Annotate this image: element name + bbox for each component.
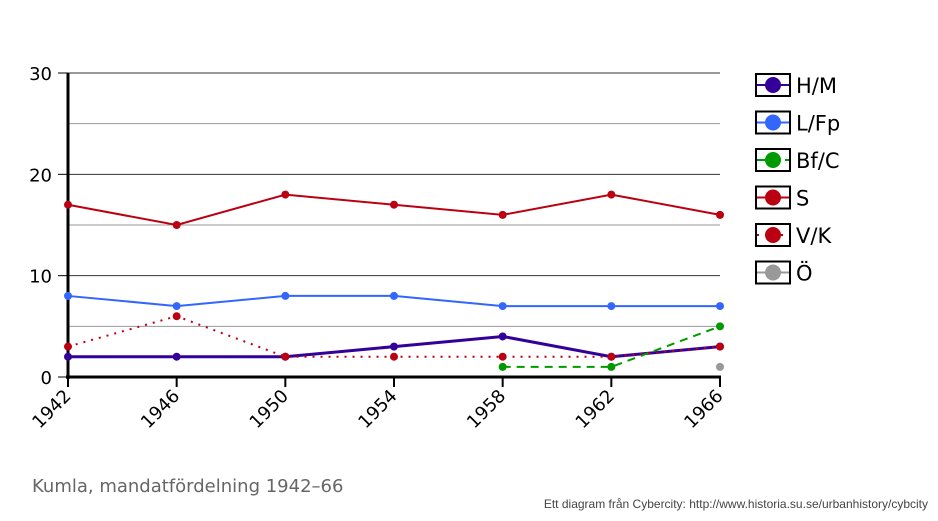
data-point [390,291,398,300]
series-Ö [716,362,724,371]
data-point [716,302,724,311]
data-point [390,342,398,351]
legend-item: V/K [755,223,832,248]
data-point [390,200,398,209]
data-point [64,342,72,351]
data-point [390,352,398,361]
data-point [498,302,507,311]
series-L/Fp [64,291,724,311]
y-tick-label: 10 [29,267,52,288]
credit-text: Ett diagram från Cybercity: http://www.h… [543,497,928,511]
legend-marker [765,152,781,168]
series-Bf/C [498,322,724,371]
data-point [498,352,507,361]
x-tick-label: 1942 [28,386,75,433]
data-point [64,200,72,209]
legend-label: Bf/C [796,149,840,173]
data-point [716,210,724,219]
y-tick-label: 20 [29,165,52,186]
data-point [607,302,616,311]
legend-label: L/Fp [796,112,840,136]
x-tick-label: 1958 [463,386,510,433]
data-point [716,362,724,371]
x-tick-label: 1966 [680,386,727,433]
x-tick-label: 1946 [137,386,184,433]
data-point [716,342,724,351]
x-tick-label: 1954 [354,386,401,433]
x-tick-label: 1950 [246,386,293,433]
series-line [67,193,721,227]
chart-title: Kumla, mandatfördelning 1942–66 [32,476,344,497]
y-tick-label: 30 [29,64,52,85]
data-point [281,352,290,361]
legend-item: Ö [755,260,813,286]
x-tick-label: 1962 [572,386,619,433]
legend-marker [765,189,781,206]
series-line [502,325,721,368]
data-point [281,190,290,199]
series-S [64,190,724,229]
data-point [172,312,181,321]
data-point [607,190,616,199]
series-V/K [64,312,724,361]
data-point [498,362,507,371]
data-point [281,291,290,300]
legend-label: H/M [796,74,837,98]
legend-label: S [796,187,809,211]
data-point [498,210,507,219]
legend-label: Ö [796,261,813,286]
data-point [172,302,181,311]
legend-marker [765,114,781,131]
data-point [64,291,72,300]
legend-marker [765,264,781,281]
data-point [716,322,724,331]
data-point [607,352,616,361]
legend-item: L/Fp [755,110,840,136]
legend-item: Bf/C [755,148,840,173]
legend-item: H/M [755,73,837,98]
legend-item: S [755,185,809,211]
legend-marker [765,227,781,243]
legend-marker [765,77,781,93]
legend-label: V/K [796,224,832,248]
series-line [67,315,721,358]
data-point [172,221,181,229]
data-point [498,332,507,341]
data-point [64,352,72,361]
data-point [607,362,616,371]
data-point [172,352,181,361]
y-tick-label: 0 [41,368,52,389]
